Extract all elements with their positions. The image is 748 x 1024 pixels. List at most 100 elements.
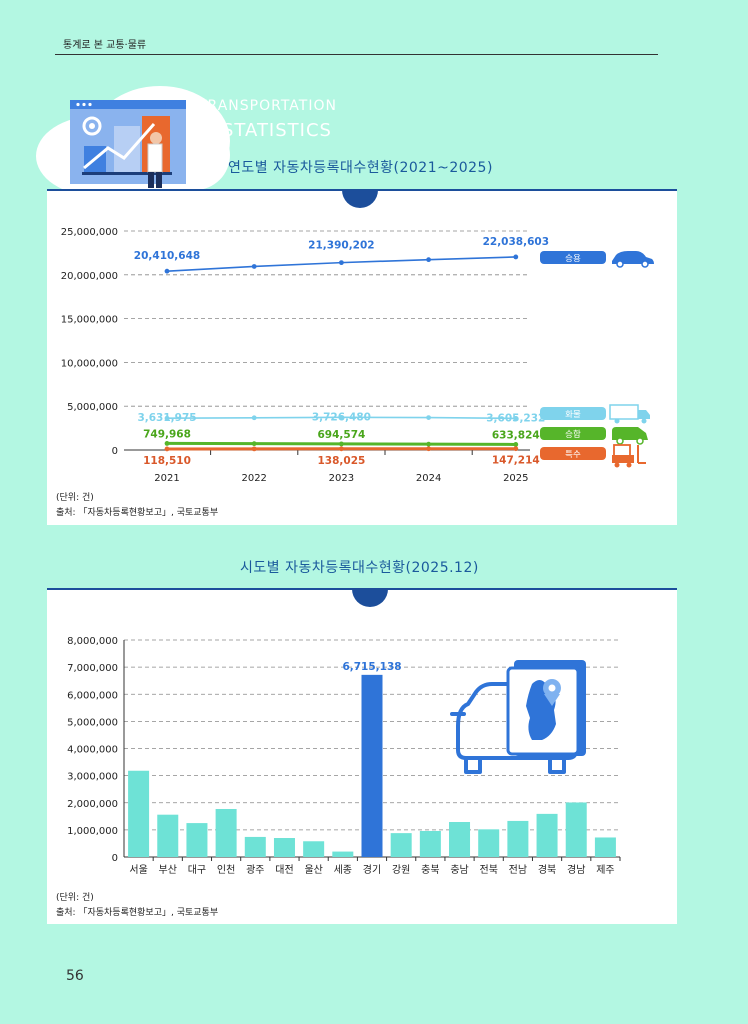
chart2-unit-note: (단위: 건) — [56, 893, 94, 903]
data-point — [251, 446, 257, 452]
bar-경남 — [565, 802, 587, 857]
data-point — [164, 446, 170, 452]
chart2-title: 시도별 자동차등록대수현황(2025.12) — [240, 560, 479, 576]
decor-line1: TRANSPORTATION — [198, 98, 337, 114]
data-point — [339, 441, 344, 447]
data-label: 749,968 — [143, 428, 191, 440]
y-tick-label: 2,000,000 — [67, 799, 118, 810]
bar-제주 — [594, 837, 616, 857]
data-point — [426, 415, 431, 420]
x-tick-label: 경기 — [363, 863, 381, 876]
x-tick-label: 2022 — [241, 473, 266, 484]
legend-swatch — [540, 407, 606, 420]
x-tick-label: 2024 — [416, 473, 441, 484]
chart1-panel — [47, 190, 677, 525]
header-rule — [55, 54, 658, 55]
x-tick-label: 경남 — [567, 863, 585, 876]
data-label: 3,631,975 — [137, 412, 196, 424]
data-label: 3,605,232 — [486, 412, 545, 424]
data-point — [251, 264, 257, 269]
data-label: 118,510 — [143, 455, 191, 467]
legend-label: 승용 — [565, 254, 581, 264]
y-tick-label: 5,000,000 — [67, 717, 118, 728]
y-tick-label: 8,000,000 — [67, 636, 118, 647]
regional-map-car-icon — [450, 660, 586, 774]
legend-label: 화물 — [565, 410, 581, 420]
chart1-source-note: 출처: 「자동차등록현황보고」, 국토교통부 — [56, 508, 219, 518]
forklift-icon — [612, 444, 646, 468]
data-point — [339, 260, 344, 266]
bar-경북 — [536, 813, 558, 857]
bar-전북 — [478, 829, 500, 857]
x-tick-label: 대전 — [275, 864, 293, 876]
data-label: 22,038,603 — [483, 236, 549, 248]
y-tick-label: 7,000,000 — [67, 663, 118, 674]
bar-서울 — [128, 770, 150, 857]
car-icon — [612, 251, 654, 268]
decor-line2: STATISTICS — [222, 120, 332, 141]
data-label: 6,715,138 — [342, 661, 401, 673]
x-tick-label: 인천 — [217, 864, 235, 876]
legend-label: 특수 — [565, 450, 581, 460]
x-tick-label: 2025 — [503, 473, 528, 484]
header-title: 통계로 본 교통·물류 — [63, 40, 147, 51]
y-tick-label: 10,000,000 — [61, 358, 118, 369]
data-point — [339, 414, 344, 420]
truck-icon — [609, 404, 650, 424]
x-tick-label: 제주 — [596, 864, 614, 876]
legend-swatch — [540, 427, 606, 440]
y-tick-label: 0 — [112, 853, 118, 864]
bar-광주 — [244, 836, 266, 857]
y-tick-label: 20,000,000 — [61, 271, 118, 282]
x-tick-label: 부산 — [159, 864, 177, 876]
data-point — [339, 446, 344, 452]
legend-label: 승합 — [565, 430, 581, 440]
data-label: 694,574 — [317, 429, 365, 441]
data-point — [513, 442, 519, 447]
y-tick-label: 1,000,000 — [67, 826, 118, 837]
data-point — [426, 441, 431, 447]
y-tick-label: 5,000,000 — [67, 402, 118, 413]
data-point — [251, 441, 257, 447]
y-tick-label: 3,000,000 — [67, 772, 118, 783]
statistics-board-icon — [70, 100, 186, 188]
data-point — [513, 416, 519, 421]
y-tick-label: 25,000,000 — [61, 227, 118, 238]
data-label: 20,410,648 — [134, 250, 200, 262]
page-number: 56 — [66, 968, 84, 984]
data-point — [164, 268, 170, 274]
bar-부산 — [157, 814, 179, 857]
legend-swatch — [540, 251, 606, 264]
chart1-tab — [342, 190, 378, 208]
legend-swatch — [540, 447, 606, 460]
data-point — [426, 257, 431, 263]
data-label: 21,390,202 — [308, 240, 374, 252]
y-tick-label: 0 — [112, 446, 118, 457]
bar-울산 — [303, 841, 325, 857]
chart1-title: 연도별 자동차등록대수현황(2021~2025) — [228, 160, 493, 176]
data-point — [426, 446, 431, 452]
y-tick-label: 4,000,000 — [67, 745, 118, 756]
x-tick-label: 전남 — [509, 864, 527, 876]
chart1-unit-note: (단위: 건) — [56, 493, 94, 503]
x-tick-label: 서울 — [129, 864, 147, 876]
x-tick-label: 대구 — [188, 864, 206, 876]
x-tick-label: 2023 — [329, 473, 354, 484]
data-point — [164, 441, 170, 446]
x-tick-label: 충북 — [421, 864, 439, 876]
bar-경기 — [361, 674, 383, 857]
x-tick-label: 세종 — [334, 864, 352, 876]
x-tick-label: 2021 — [154, 473, 179, 484]
data-point — [164, 415, 170, 421]
bar-대구 — [186, 823, 208, 857]
x-tick-label: 충남 — [450, 864, 468, 876]
x-tick-label: 경북 — [538, 863, 556, 876]
x-tick-label: 광주 — [246, 864, 264, 876]
data-point — [251, 415, 257, 421]
data-label: 3,726,480 — [312, 411, 371, 423]
data-label: 138,025 — [317, 455, 365, 467]
data-point — [513, 446, 519, 452]
bar-강원 — [390, 833, 412, 857]
